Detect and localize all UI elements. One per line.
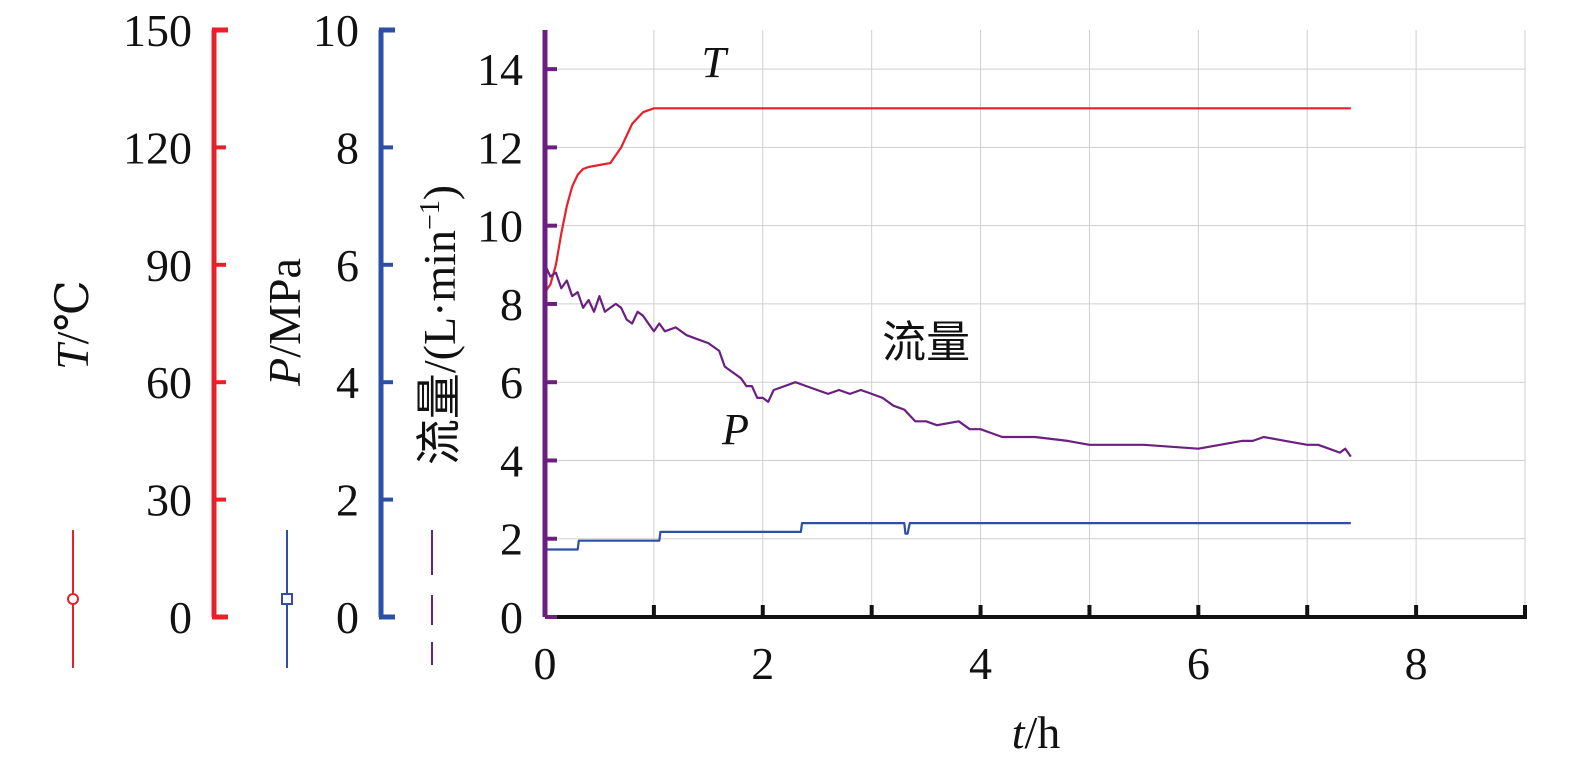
y-tick-label-P: 0 <box>336 592 359 643</box>
y-tick-label-F: 14 <box>477 44 523 95</box>
y-tick-label-P: 2 <box>336 475 359 526</box>
y-tick-label-T: 60 <box>146 357 192 408</box>
x-tick-label: 6 <box>1187 638 1210 689</box>
x-tick-label: 8 <box>1405 638 1428 689</box>
y-axis-label-P: P/MPa <box>259 258 310 387</box>
series-line-T <box>544 107 1351 293</box>
y-tick-label-F: 12 <box>477 122 523 173</box>
y-tick-label-T: 30 <box>146 475 192 526</box>
series-line-P <box>545 521 1351 551</box>
y-tick-label-F: 10 <box>477 201 523 252</box>
y-tick-label-P: 6 <box>336 240 359 291</box>
y-axis-label-T: T/℃ <box>47 280 98 370</box>
annotations-group: T 流量 P <box>702 38 971 454</box>
y-tick-label-F: 6 <box>500 357 523 408</box>
x-tick-label: 2 <box>751 638 774 689</box>
y-tick-label-P: 4 <box>336 357 359 408</box>
y-tick-label-F: 8 <box>500 279 523 330</box>
labels-group: t/h T/℃ P/MPa 流量/(L·min−1) <box>47 185 1060 758</box>
x-tick-label: 0 <box>534 638 557 689</box>
axes-group: 0 2 4 6 8 0 30 60 90 120 150 0 2 4 6 8 10 0 2 4 6 8 10 12 14 <box>123 5 1527 689</box>
series-line-F <box>544 264 1352 458</box>
series-annotation: P <box>721 405 749 454</box>
y-tick-label-P: 10 <box>313 5 359 56</box>
y-tick-label-T: 150 <box>123 5 192 56</box>
y-tick-label-P: 8 <box>336 122 359 173</box>
series-annotation: T <box>702 38 730 87</box>
y-axis-label-F: 流量/(L·min−1) <box>414 185 465 465</box>
series-annotation: 流量 <box>882 318 970 367</box>
y-tick-label-T: 120 <box>123 122 192 173</box>
y-tick-label-T: 90 <box>146 240 192 291</box>
series-group <box>544 107 1352 551</box>
legend-marker-P <box>281 593 293 605</box>
y-tick-label-F: 4 <box>500 435 523 486</box>
grid <box>545 30 1526 617</box>
legend-marker-T <box>67 593 79 605</box>
y-tick-label-F: 2 <box>500 514 523 565</box>
x-axis-label: t/h <box>1012 707 1061 758</box>
y-tick-label-T: 0 <box>169 592 192 643</box>
legend-group <box>67 530 433 668</box>
y-tick-label-F: 0 <box>500 592 523 643</box>
x-tick-label: 4 <box>969 638 992 689</box>
